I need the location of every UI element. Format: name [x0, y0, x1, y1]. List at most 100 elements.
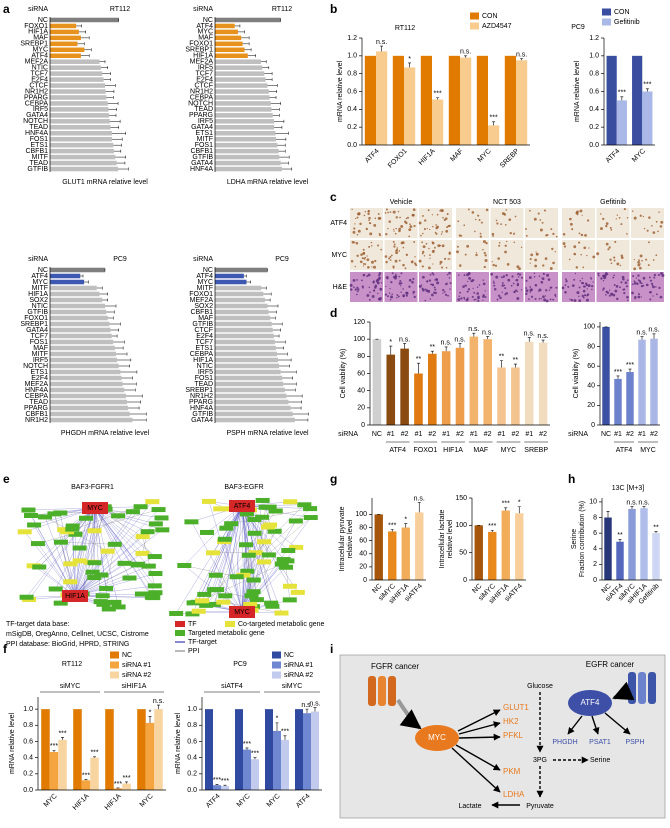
cell-stain [605, 225, 607, 227]
significance-label: ** [513, 357, 519, 364]
significance-label: *** [488, 523, 496, 530]
cell-stain [525, 228, 527, 230]
error-bar [113, 144, 121, 147]
cell-stain [424, 219, 426, 221]
x-tick-label: #2 [456, 431, 464, 438]
legend-label: siRNA #2 [122, 672, 151, 679]
cell-stain [413, 291, 416, 294]
significance-label: * [518, 500, 521, 507]
cell-stain [641, 296, 642, 297]
cell-stain [435, 227, 438, 230]
error-bar [149, 716, 152, 722]
gene-node [297, 502, 311, 507]
gene-node [145, 595, 159, 600]
label: Lactate [459, 803, 482, 810]
cell-stain [442, 244, 445, 247]
cell-stain [399, 276, 401, 278]
gene-node [111, 513, 125, 518]
bar [365, 56, 376, 145]
cell-stain [400, 291, 402, 293]
cell-stain [529, 286, 531, 288]
cell-stain [636, 277, 637, 278]
bar [215, 101, 271, 106]
error-bar [306, 709, 309, 713]
cell-stain [475, 299, 477, 301]
gene-node [224, 521, 238, 526]
category-label: HNF4A [190, 166, 213, 173]
bar [215, 107, 271, 112]
gene-node [152, 507, 166, 512]
cell-stain [502, 277, 503, 278]
cell-stain [409, 225, 412, 228]
y-tick-label: 0.2 [347, 124, 357, 131]
cell-stain [446, 283, 447, 284]
bar [50, 382, 123, 387]
bar [215, 376, 282, 381]
cell-stain [371, 261, 374, 264]
label: PHGDH [552, 739, 577, 746]
bar [470, 337, 479, 425]
cell-stain [435, 232, 437, 234]
cell-stain [457, 298, 460, 301]
bar [404, 67, 415, 145]
cell-stain [660, 272, 663, 275]
tf-target-edge [27, 508, 95, 597]
cell-stain [639, 263, 640, 264]
gene-node [218, 537, 232, 542]
y-tick-label: 6 [593, 530, 597, 537]
cell-stain [581, 234, 583, 236]
bar [215, 334, 274, 339]
bar [215, 268, 268, 273]
group-label: siMYC [60, 683, 81, 690]
cell-stain [399, 217, 401, 219]
bar [215, 30, 238, 35]
bar [502, 511, 510, 580]
bar [213, 785, 221, 790]
error-bar [276, 138, 286, 141]
chart-title: 13C [M+3] [612, 485, 645, 492]
cell-stain [408, 286, 410, 288]
cell-stain [493, 285, 495, 287]
bar [614, 379, 621, 425]
cell-stain [468, 288, 470, 290]
gene-node [195, 598, 209, 603]
cell-stain [385, 294, 387, 296]
significance-label: n.s. [482, 329, 493, 336]
x-tick-label: MYC [236, 793, 252, 809]
bar [50, 292, 100, 297]
error-bar [119, 365, 130, 368]
cell-stain [356, 255, 358, 257]
cell-stain [442, 217, 444, 219]
significance-label: * [408, 56, 411, 63]
error-bar [504, 508, 507, 511]
bar [50, 400, 127, 405]
cell-stain [542, 264, 544, 266]
significance-label: n.s. [441, 340, 452, 347]
cell-stain [390, 281, 392, 283]
x-tick-label: #1 [415, 431, 423, 438]
error-bar [514, 364, 517, 367]
cell-stain [421, 285, 422, 286]
cell-stain [429, 229, 430, 230]
chart-title: PC9 [113, 256, 127, 263]
significance-label: *** [90, 750, 98, 757]
cell-stain [588, 247, 589, 248]
group-label: MYC [640, 447, 656, 454]
cell-stain [511, 275, 513, 277]
error-bar [279, 365, 290, 368]
cell-stain [648, 264, 650, 266]
y-tick-label: 40 [357, 388, 365, 395]
cell-stain [502, 282, 504, 284]
corner-label: siRNA [193, 256, 213, 263]
cell-stain [492, 261, 493, 262]
cell-stain [624, 208, 626, 210]
cell-stain [368, 273, 371, 276]
significance-label: n.s. [626, 499, 637, 506]
cell-stain [648, 241, 650, 243]
cell-stain [421, 241, 423, 243]
error-bar [81, 54, 89, 57]
gene-node [31, 541, 45, 546]
cell-stain [579, 287, 581, 289]
error-bar [133, 419, 147, 422]
